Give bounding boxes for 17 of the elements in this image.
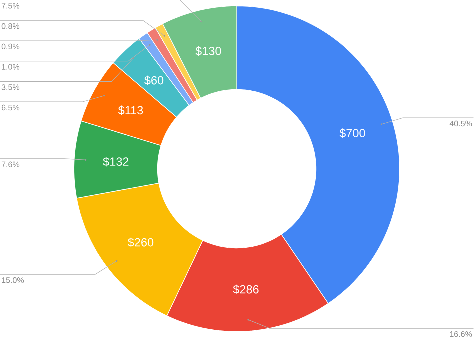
data-label: $286 bbox=[233, 284, 259, 294]
text: 16.6% bbox=[450, 331, 472, 338]
data-label: $132 bbox=[103, 157, 129, 167]
data-label: $130 bbox=[196, 46, 222, 56]
text: 7.5% bbox=[2, 3, 20, 9]
text: 6.5% bbox=[2, 104, 20, 110]
data-label: $260 bbox=[128, 238, 154, 248]
data-label: $113 bbox=[118, 106, 144, 116]
text: 3.5% bbox=[2, 84, 20, 90]
data-label: $700 bbox=[340, 128, 366, 138]
data-label: $60 bbox=[144, 76, 164, 86]
text: 7.6% bbox=[2, 162, 20, 168]
text: 1.0% bbox=[2, 64, 20, 70]
text: 0.9% bbox=[2, 44, 20, 50]
text: 0.8% bbox=[2, 23, 20, 30]
text: 15.0% bbox=[2, 277, 24, 284]
text: 40.5% bbox=[450, 120, 472, 126]
